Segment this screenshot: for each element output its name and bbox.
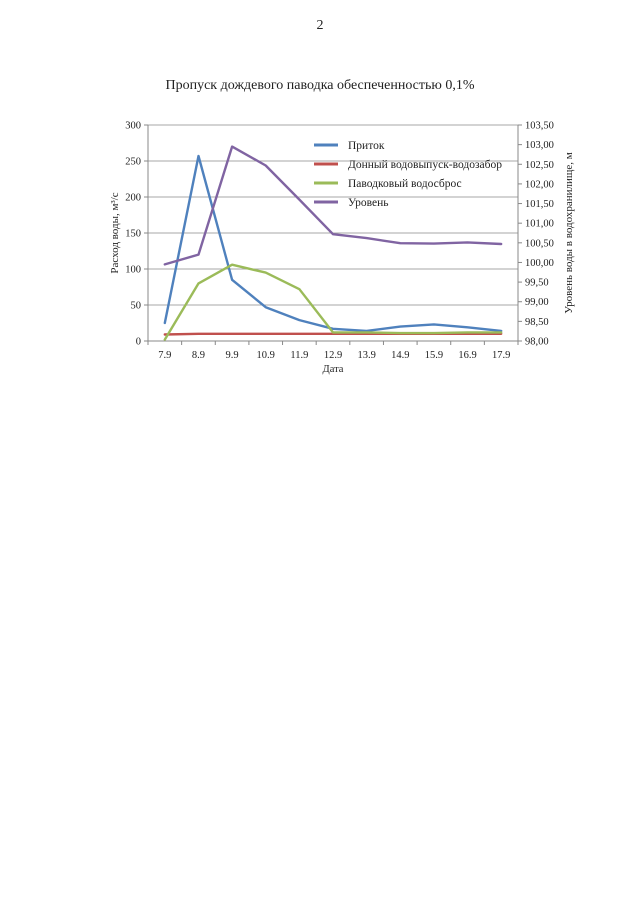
y2-tick-label: 102,50 xyxy=(525,160,554,171)
chart-title: Пропуск дождевого паводка обеспеченность… xyxy=(165,78,475,93)
x-tick-label: 8.9 xyxy=(192,350,205,361)
y2-tick-label: 103,00 xyxy=(525,140,554,151)
legend-entry: Донный водовыпуск-водозабор xyxy=(348,159,502,171)
y2-axis-label: Уровень воды в водохранилище, м xyxy=(563,152,575,313)
y2-tick-label: 99,50 xyxy=(525,278,549,289)
y-tick-label: 150 xyxy=(125,229,141,240)
y2-tick-label: 102,00 xyxy=(525,179,554,190)
x-tick-label: 13.9 xyxy=(357,350,375,361)
x-tick-label: 14.9 xyxy=(391,350,409,361)
series-line-4 xyxy=(163,145,503,266)
series-line-1 xyxy=(163,154,503,333)
y-axis-label: Расход воды, м³/с xyxy=(109,192,121,273)
y2-tick-label: 100,50 xyxy=(525,238,554,249)
y2-tick-label: 99,00 xyxy=(525,297,549,308)
y2-tick-label: 101,50 xyxy=(525,199,554,210)
y2-tick-label: 98,00 xyxy=(525,337,549,348)
y-tick-label: 100 xyxy=(125,265,141,276)
x-tick-label: 9.9 xyxy=(226,350,239,361)
x-tick-label: 12.9 xyxy=(324,350,342,361)
series-line-3 xyxy=(163,263,503,341)
x-tick-label: 16.9 xyxy=(458,350,476,361)
y-tick-label: 50 xyxy=(131,301,142,312)
legend-entry: Приток xyxy=(348,140,385,152)
y2-tick-label: 101,00 xyxy=(525,219,554,230)
page-number: 2 xyxy=(316,18,324,33)
x-axis-label: Дата xyxy=(323,364,344,375)
y2-tick-label: 100,00 xyxy=(525,258,554,269)
legend-entry: Уровень xyxy=(348,197,389,209)
y-tick-label: 300 xyxy=(125,121,141,132)
legend-entry: Паводковый водосброс xyxy=(348,178,462,190)
y-tick-label: 200 xyxy=(125,193,141,204)
x-tick-label: 7.9 xyxy=(158,350,171,361)
y-tick-label: 250 xyxy=(125,157,141,168)
y2-tick-label: 98,50 xyxy=(525,317,549,328)
x-tick-label: 17.9 xyxy=(492,350,510,361)
x-tick-label: 15.9 xyxy=(425,350,443,361)
y-tick-label: 0 xyxy=(136,337,141,348)
x-tick-label: 10.9 xyxy=(257,350,275,361)
y2-tick-label: 103,50 xyxy=(525,121,554,132)
x-tick-label: 11.9 xyxy=(290,350,308,361)
